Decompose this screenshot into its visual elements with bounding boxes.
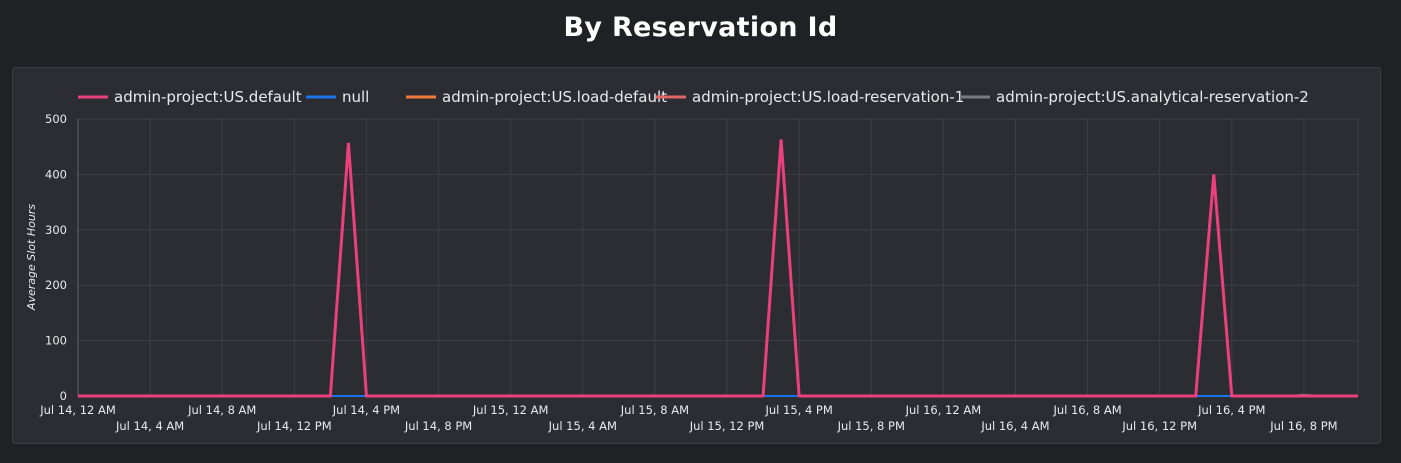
x-tick-label: Jul 14, 12 AM [39,403,116,417]
x-tick-label: Jul 14, 8 PM [404,419,472,433]
x-tick-label: Jul 15, 8 AM [620,403,689,417]
x-tick-label: Jul 14, 4 AM [115,419,184,433]
legend-item[interactable]: admin-project:US.analytical-reservation-… [960,88,1309,106]
legend-item[interactable]: admin-project:US.load-reservation-1 [656,88,964,106]
x-tick-label: Jul 16, 12 AM [905,403,982,417]
x-tick-label: Jul 14, 12 PM [256,419,332,433]
x-tick-label: Jul 15, 12 AM [472,403,549,417]
x-tick-label: Jul 16, 8 AM [1052,403,1121,417]
series-line-admin-project-us-default [78,139,1358,398]
y-tick-label: 0 [60,389,67,403]
legend-item[interactable]: null [306,88,369,106]
legend-label: admin-project:US.default [114,88,302,106]
x-tick-label: Jul 16, 4 AM [980,419,1049,433]
page-title: By Reservation Id [563,12,838,43]
y-tick-label: 500 [45,112,67,126]
legend-label: admin-project:US.load-reservation-1 [692,88,964,106]
y-tick-label: 100 [45,334,67,348]
legend-label: admin-project:US.load-default [442,88,667,106]
legend-item[interactable]: admin-project:US.load-default [406,88,667,106]
y-tick-label: 300 [45,223,67,237]
legend-item[interactable]: admin-project:US.default [78,88,302,106]
x-tick-label: Jul 15, 4 AM [548,419,617,433]
y-tick-label: 200 [45,278,67,292]
x-tick-label: Jul 15, 12 PM [689,419,765,433]
legend-label: null [342,88,369,106]
legend: admin-project:US.default null admin-projec… [78,88,1309,106]
y-tick-label: 400 [45,167,67,181]
series-lines [78,139,1358,398]
y-axis-label: Average Slot Hours [25,204,38,311]
x-tick-label: Jul 16, 4 PM [1197,403,1265,417]
x-tick-label: Jul 14, 4 PM [332,403,400,417]
x-tick-label: Jul 15, 8 PM [837,419,905,433]
legend-label: admin-project:US.analytical-reservation-… [996,88,1309,106]
x-tick-label: Jul 14, 8 AM [187,403,256,417]
chart-panel [12,67,1381,444]
grid [77,118,1359,397]
x-tick-label: Jul 15, 4 PM [764,403,832,417]
x-tick-label: Jul 16, 12 PM [1121,419,1197,433]
x-tick-label: Jul 16, 8 PM [1269,419,1337,433]
